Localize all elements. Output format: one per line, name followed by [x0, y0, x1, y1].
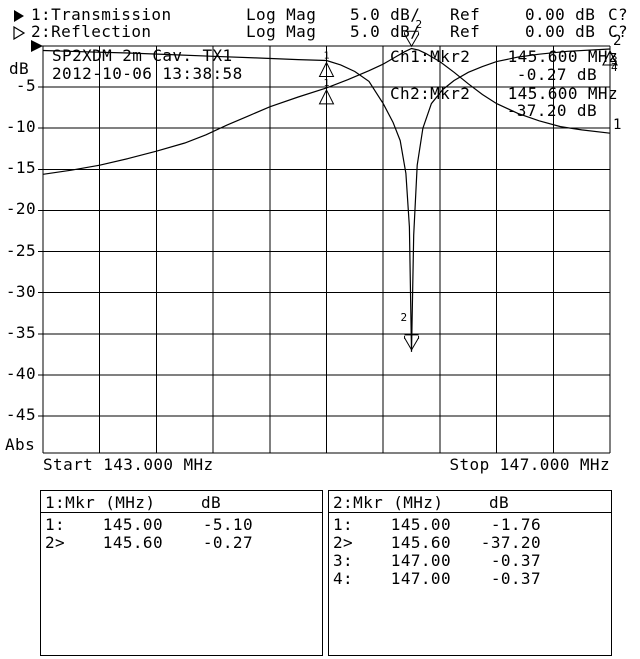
trace2-name: Reflection	[51, 22, 152, 41]
marker-number: 3:	[333, 551, 354, 570]
marker-frequency: 145.00	[102, 515, 163, 534]
marker-table-ch2: 2:Mkr (MHz) dB 1: 145.00 -1.76 2> 145.60…	[328, 490, 612, 656]
ch1-marker-freq: 145.600 MHz	[507, 47, 618, 66]
sweep-start-label: Start 143.000 MHz	[43, 455, 214, 474]
trace-end-label-2: 2	[613, 33, 622, 49]
marker-table-ch1-unit: dB	[201, 493, 222, 512]
trace1-scale: 5.0 dB/	[350, 5, 421, 24]
marker-level: -1.76	[490, 515, 541, 534]
trace2-title: 2:Reflection	[31, 24, 151, 40]
marker-2-number: 2	[416, 18, 423, 31]
trace-reflection	[42, 48, 611, 352]
marker-table-ch1-header: 1:Mkr (MHz) dB	[41, 491, 322, 513]
table-row: 3: 147.00 -0.37	[329, 553, 611, 569]
marker-2-number: 2	[401, 311, 408, 324]
table-row: 4: 147.00 -0.37	[329, 571, 611, 587]
trace1-num: 1:	[31, 5, 52, 24]
ch2-marker-freq: 145.600 MHz	[507, 84, 618, 103]
y-tick-label: -30	[5, 282, 36, 301]
y-tick-label: -40	[5, 364, 36, 383]
y-tick-label: -10	[5, 117, 36, 136]
sweep-stop-label: Stop 147.000 MHz	[449, 455, 610, 474]
trace1-ref-label: Ref	[450, 5, 481, 24]
trace2-ref-label: Ref	[450, 22, 481, 41]
trace1-active-icon	[14, 10, 24, 22]
trace2-num: 2:	[31, 22, 52, 41]
marker-1-number: 1	[324, 78, 330, 89]
marker-number: 1:	[333, 515, 354, 534]
trace1-cal-status: C?	[608, 5, 629, 24]
marker-number: 4:	[333, 569, 354, 588]
table-row: 1: 145.00 -1.76	[329, 517, 611, 533]
marker-table-ch2-header: 2:Mkr (MHz) dB	[329, 491, 611, 513]
graticule	[38, 45, 611, 454]
trace2-cal-status: C?	[608, 22, 629, 41]
marker-level: -0.37	[490, 551, 541, 570]
marker-level: -0.27	[202, 533, 253, 552]
y-tick-label: -20	[5, 199, 36, 218]
marker-level: -0.37	[490, 569, 541, 588]
trace2-format: Log Mag	[246, 22, 317, 41]
ch1-marker-readout-label: Ch1:Mkr2	[390, 47, 471, 66]
marker-table-ch1: 1:Mkr (MHz) dB 1: 145.00 -5.10 2> 145.60…	[40, 490, 323, 656]
ch1-marker-value: -0.27 dB	[516, 65, 597, 84]
table-row: 2> 145.60 -0.27	[41, 535, 322, 551]
marker-level: -37.20	[480, 533, 541, 552]
table-row: 1: 145.00 -5.10	[41, 517, 322, 533]
marker-frequency: 145.00	[390, 515, 451, 534]
marker-frequency: 145.60	[390, 533, 451, 552]
trace1-format: Log Mag	[246, 5, 317, 24]
ch2-marker-readout-label: Ch2:Mkr2	[390, 84, 471, 103]
marker-2-arrow-icon	[404, 334, 420, 351]
trace1-ref-value: 0.00 dB	[525, 5, 596, 24]
marker-frequency: 147.00	[390, 551, 451, 570]
marker-1-triangle-icon	[318, 88, 335, 105]
y-axis-format-label: Abs	[5, 435, 36, 454]
marker-4-number: 4	[611, 61, 618, 74]
marker-frequency: 145.60	[102, 533, 163, 552]
y-tick-label: -15	[5, 158, 36, 177]
marker-4-triangle-icon	[602, 49, 618, 66]
marker-level: -5.10	[202, 515, 253, 534]
marker-frequency: 147.00	[390, 569, 451, 588]
trace2-scale: 5.0 dB/	[350, 22, 421, 41]
marker-2-arrow-icon	[404, 30, 420, 48]
y-tick-label: -25	[5, 241, 36, 260]
ref-position-icon	[31, 40, 43, 52]
marker-number: 2>	[45, 533, 66, 552]
marker-number: 1:	[45, 515, 66, 534]
trace-transmission	[42, 47, 611, 175]
measurement-title: SP2XDM 2m Cav. TX1	[52, 46, 233, 65]
y-tick-label: -45	[5, 405, 36, 424]
y-axis-tick-labels: -5 -10 -15 -20 -25 -30 -35 -40 -45	[0, 0, 36, 659]
y-tick-label: -5	[15, 76, 36, 95]
marker-1-triangle-icon	[318, 61, 335, 77]
marker-table-ch1-title: 1:Mkr (MHz)	[45, 493, 156, 512]
table-row: 2> 145.60 -37.20	[329, 535, 611, 551]
trace1-title: 1:Transmission	[31, 7, 171, 23]
ch2-marker-value: -37.20 dB	[506, 101, 597, 120]
marker-number: 2>	[333, 533, 354, 552]
trace1-name: Transmission	[51, 5, 172, 24]
measurement-timestamp: 2012-10-06 13:38:58	[52, 64, 243, 83]
marker-table-ch2-unit: dB	[489, 493, 510, 512]
marker-1-number: 1	[324, 50, 330, 61]
marker-table-ch2-title: 2:Mkr (MHz)	[333, 493, 444, 512]
trace2-inactive-icon	[13, 26, 26, 40]
y-tick-label: -35	[5, 323, 36, 342]
trace2-ref-value: 0.00 dB	[525, 22, 596, 41]
trace-end-label-1: 1	[613, 117, 622, 133]
y-axis-unit-label: dB	[9, 59, 30, 78]
